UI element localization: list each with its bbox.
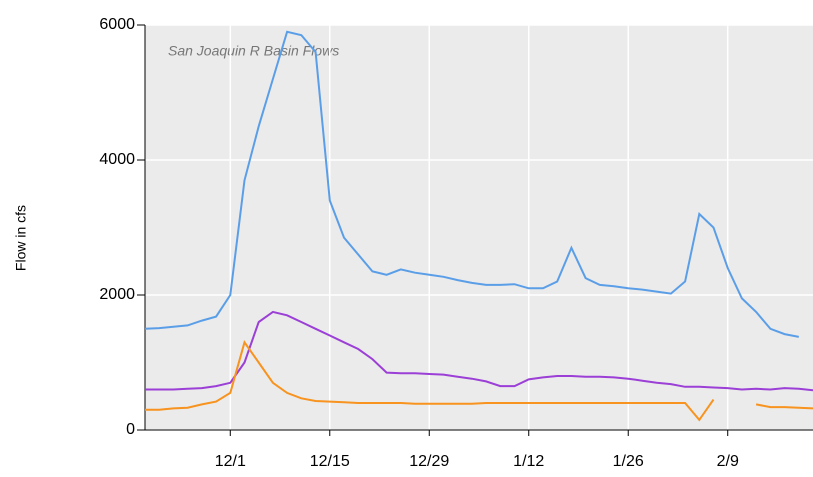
y-axis-label: Flow in cfs (13, 205, 29, 271)
x-tick-label: 2/9 (717, 453, 739, 470)
series-line (145, 340, 813, 422)
x-tick-label: 12/29 (409, 453, 449, 470)
y-tick-label: 6000 (99, 16, 135, 33)
chart-title: San Joaquin R Basin Flows (168, 43, 339, 59)
x-tick-label: 1/12 (513, 453, 544, 470)
y-tick-label: 0 (126, 421, 135, 438)
y-tick-label: 2000 (99, 286, 135, 303)
plot-area (145, 25, 813, 430)
series-line (144, 30, 799, 338)
x-tick-label: 1/26 (613, 453, 644, 470)
series-line (145, 310, 813, 392)
x-tick-label: 12/15 (310, 453, 350, 470)
y-tick-label: 4000 (99, 151, 135, 168)
x-tick-label: 12/1 (215, 453, 246, 470)
